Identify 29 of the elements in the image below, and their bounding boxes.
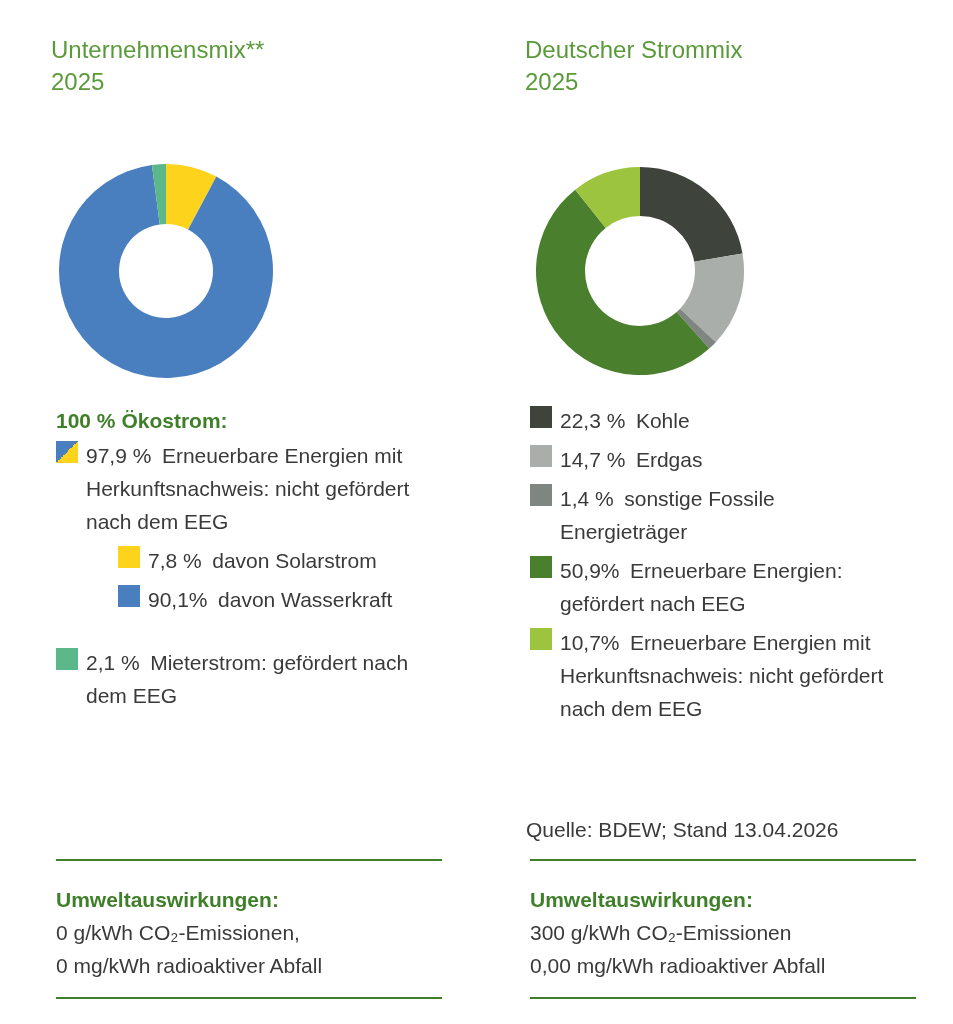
- source-note: Quelle: BDEW; Stand 13.04.2026: [526, 818, 839, 842]
- donut-slice: [151, 164, 166, 225]
- text: 97,9 % Erneuerbare Energien mit Herkunftsnachweis: nicht gefördert nach dem EEG: [86, 443, 411, 535]
- legend-label: 22,3 % Kohle: [560, 408, 691, 434]
- legend-label: 50,9% Erneuerbare Energien: gefördert nach EEG: [560, 558, 844, 617]
- legend-label: 14,7 % Erdgas: [560, 447, 704, 473]
- chart-subtitle: 2025: [51, 67, 106, 97]
- text: 0 g/kWh CO₂-Emissionen,: [56, 920, 301, 946]
- legend-label: 90,1% davon Wasserkraft: [148, 587, 394, 613]
- text: Umweltauswirkungen:: [530, 887, 754, 913]
- chart-title: Unternehmensmix**: [51, 35, 265, 65]
- donut-slice: [680, 253, 744, 343]
- donut-slice: [59, 164, 273, 378]
- text: Umweltauswirkungen:: [56, 887, 280, 913]
- text: 300 g/kWh CO₂-Emissionen: [530, 920, 793, 946]
- donut-slice: [676, 308, 716, 349]
- legend-label: 7,8 % davon Solarstrom: [148, 548, 378, 574]
- donut-slice: [640, 167, 743, 262]
- donut-slice: [536, 189, 710, 375]
- chart-title: Deutscher Strommix: [525, 35, 743, 65]
- legend-label: 10,7% Erneuerbare Energien mit Herkunftsnachweis: nicht gefördert nach dem EEG: [560, 630, 885, 722]
- chart-subtitle: 2025: [525, 67, 580, 97]
- legend-label: 2,1 % Mieterstrom: gefördert nach dem EEG: [86, 650, 410, 709]
- text: 0,00 mg/kWh radioaktiver Abfall: [530, 953, 826, 979]
- legend-title: 100 % Ökostrom:: [56, 408, 229, 434]
- legend-label: 1,4 % sonstige Fossile Energieträger: [560, 486, 776, 545]
- donut-slice: [166, 164, 217, 230]
- text: 0 mg/kWh radioaktiver Abfall: [56, 953, 323, 979]
- donut-slice: [575, 167, 640, 228]
